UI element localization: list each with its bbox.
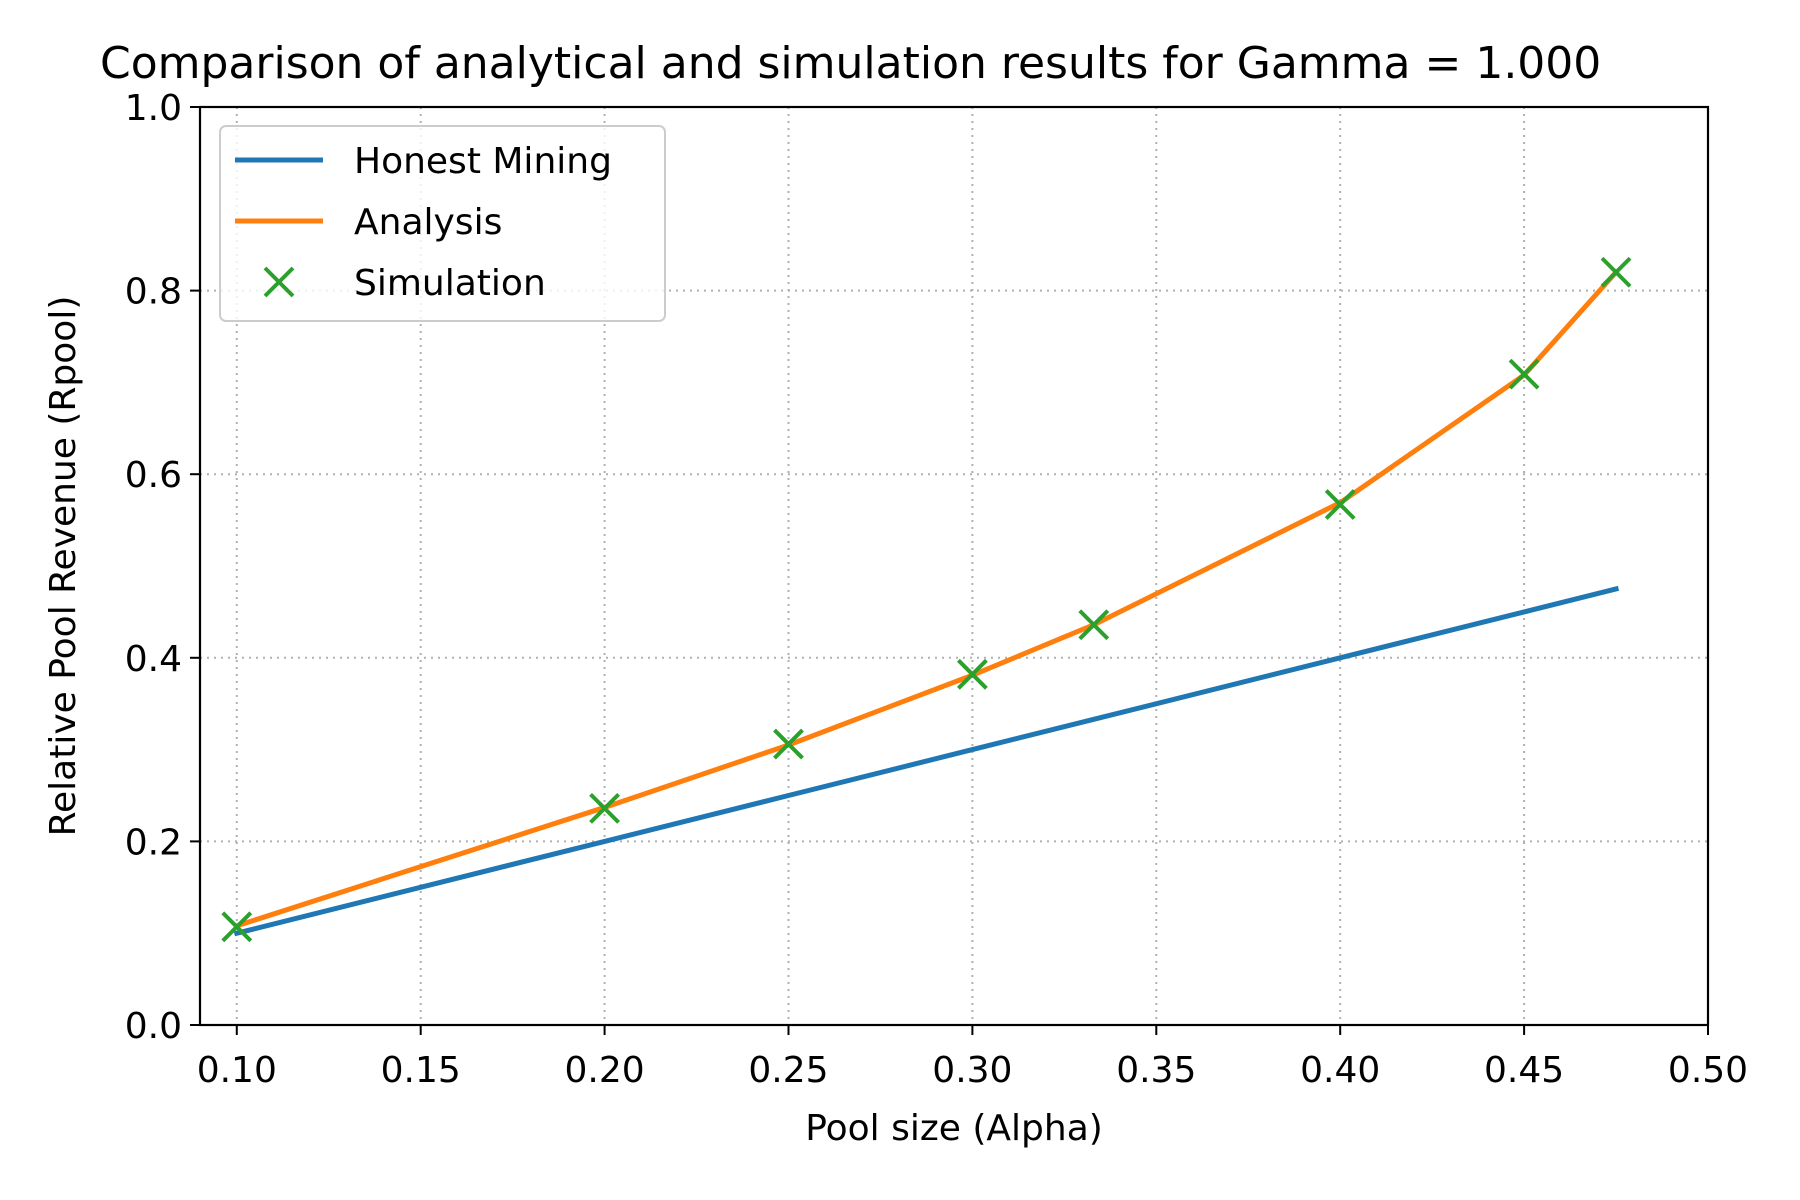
legend-box (219, 125, 666, 322)
x-tick-label: 0.25 (748, 1050, 828, 1091)
series-analysis (233, 268, 1620, 930)
y-tick-label: 0.4 (125, 639, 182, 680)
simulation-point (589, 792, 620, 824)
x-tick-label: 0.10 (197, 1050, 277, 1091)
legend-swatch (263, 266, 295, 298)
x-tick-label: 0.30 (932, 1050, 1012, 1091)
simulation-point (1508, 358, 1540, 390)
x-tick-label: 0.45 (1484, 1050, 1564, 1091)
y-axis-ticks: 0.0 0.2 0.4 0.6 0.8 1.0 (125, 88, 200, 1047)
series-layer (221, 256, 1632, 943)
series-honest-mining (233, 585, 1620, 937)
marker-stroke (1600, 256, 1632, 288)
simulation-point (1600, 256, 1632, 288)
marker-stroke (1078, 609, 1110, 641)
legend-label: Analysis (354, 202, 502, 243)
plot-frame (198, 105, 1710, 1027)
legend-item-analysis: Analysis (235, 202, 502, 243)
marker-stroke (956, 658, 988, 690)
x-axis-label: Pool size (Alpha) (805, 1108, 1103, 1149)
marker-stroke (221, 911, 253, 943)
honest-mining-line (233, 585, 1620, 937)
x-tick-label: 0.20 (565, 1050, 645, 1091)
chart-title: Comparison of analytical and simulation … (100, 38, 1601, 89)
legend-item-simulation: Simulation (263, 263, 546, 304)
y-tick-label: 0.6 (125, 455, 182, 496)
analysis-line (233, 268, 1620, 930)
y-tick-label: 1.0 (125, 88, 182, 129)
marker-stroke (773, 728, 804, 760)
simulation-point (956, 658, 988, 690)
marker-stroke (589, 792, 620, 824)
legend-label: Honest Mining (354, 141, 612, 182)
marker-stroke (1324, 489, 1356, 520)
marker-stroke (263, 266, 295, 298)
simulation-point (1078, 609, 1110, 641)
x-tick-label: 0.40 (1300, 1050, 1380, 1091)
x-axis-ticks: 0.10 0.15 0.20 0.25 0.30 0.35 0.40 0.45 0.50 (197, 1025, 1748, 1091)
legend-label: Simulation (354, 263, 546, 304)
legend-item-honest-mining: Honest Mining (235, 141, 612, 182)
y-axis-label: Relative Pool Revenue (Rpool) (43, 296, 84, 837)
marker-stroke (1508, 358, 1540, 390)
x-tick-label: 0.50 (1668, 1050, 1748, 1091)
x-tick-label: 0.35 (1116, 1050, 1196, 1091)
simulation-point (773, 728, 804, 760)
y-tick-label: 0.8 (125, 272, 182, 313)
simulation-point (1324, 489, 1356, 520)
series-simulation (221, 256, 1632, 943)
x-tick-label: 0.15 (381, 1050, 461, 1091)
y-tick-label: 0.2 (125, 822, 182, 863)
simulation-point (221, 911, 253, 943)
legend: Honest Mining Analysis Simulation (219, 125, 666, 322)
y-tick-label: 0.0 (125, 1006, 182, 1047)
